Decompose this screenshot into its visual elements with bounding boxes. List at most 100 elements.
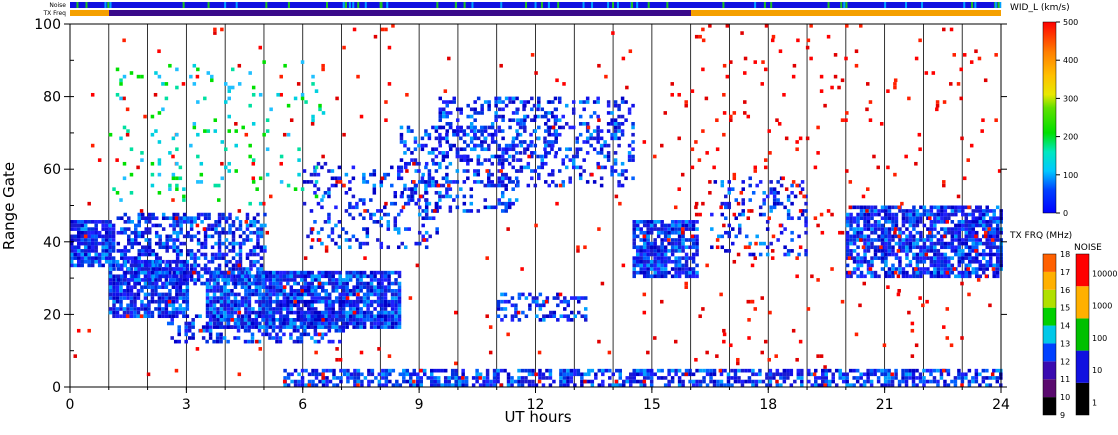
data-point bbox=[708, 190, 712, 195]
data-point bbox=[337, 220, 342, 224]
data-point bbox=[992, 274, 996, 279]
data-point bbox=[268, 285, 273, 289]
data-point bbox=[695, 270, 699, 275]
data-point bbox=[265, 292, 269, 297]
data-point bbox=[915, 209, 920, 213]
data-point bbox=[416, 376, 420, 380]
data-point bbox=[663, 238, 668, 242]
data-point bbox=[182, 292, 186, 297]
data-point bbox=[256, 278, 260, 282]
data-point bbox=[434, 190, 439, 195]
data-point bbox=[129, 303, 134, 308]
data-point bbox=[127, 256, 131, 260]
data-point bbox=[293, 296, 297, 300]
data-point bbox=[282, 325, 287, 329]
data-point bbox=[883, 368, 888, 373]
data-point bbox=[249, 259, 253, 264]
data-point bbox=[929, 372, 933, 377]
data-point bbox=[527, 154, 531, 159]
data-point bbox=[782, 368, 787, 373]
data-point bbox=[240, 281, 245, 286]
noise-mark bbox=[884, 2, 887, 8]
data-point bbox=[334, 183, 338, 188]
data-point bbox=[981, 368, 986, 373]
data-point bbox=[804, 216, 808, 221]
data-point bbox=[795, 147, 799, 152]
data-point bbox=[520, 376, 525, 380]
data-point bbox=[508, 125, 512, 130]
data-point bbox=[172, 227, 176, 231]
data-point bbox=[526, 100, 531, 104]
data-point bbox=[172, 270, 176, 275]
data-point bbox=[656, 220, 661, 224]
data-point bbox=[327, 234, 331, 239]
data-point bbox=[961, 212, 965, 217]
data-point bbox=[168, 223, 173, 228]
data-point bbox=[300, 270, 304, 275]
data-point bbox=[611, 372, 616, 377]
data-point bbox=[653, 270, 657, 275]
data-point bbox=[324, 303, 328, 308]
data-point bbox=[691, 274, 696, 279]
data-point bbox=[737, 223, 742, 228]
data-point bbox=[317, 318, 321, 322]
data-point bbox=[359, 314, 363, 319]
data-point bbox=[144, 230, 148, 235]
data-point bbox=[175, 285, 179, 289]
data-point bbox=[406, 147, 411, 152]
data-point bbox=[353, 376, 357, 380]
data-point bbox=[417, 212, 422, 217]
data-point bbox=[240, 321, 244, 326]
data-point bbox=[988, 238, 993, 242]
data-point bbox=[269, 194, 273, 199]
data-point bbox=[383, 321, 388, 326]
data-point bbox=[393, 223, 398, 228]
data-point bbox=[244, 307, 248, 311]
data-point bbox=[974, 49, 978, 54]
data-point bbox=[608, 368, 612, 373]
data-point bbox=[677, 92, 681, 97]
data-point bbox=[261, 285, 266, 289]
data-point bbox=[136, 270, 141, 275]
data-point bbox=[922, 267, 927, 271]
data-point bbox=[237, 263, 242, 268]
data-point bbox=[94, 241, 98, 246]
data-point bbox=[433, 368, 437, 373]
data-point bbox=[943, 212, 948, 217]
data-point bbox=[112, 274, 116, 279]
data-point bbox=[122, 310, 127, 315]
data-point bbox=[369, 278, 374, 282]
data-point bbox=[303, 328, 307, 333]
data-point bbox=[380, 278, 384, 282]
data-point bbox=[203, 270, 208, 275]
data-point bbox=[995, 230, 1000, 235]
data-point bbox=[936, 267, 941, 271]
data-point bbox=[576, 245, 580, 250]
data-point bbox=[511, 140, 515, 144]
data-point bbox=[543, 147, 547, 152]
data-point bbox=[196, 263, 201, 268]
data-point bbox=[171, 198, 175, 202]
data-point bbox=[358, 198, 363, 202]
data-point bbox=[80, 223, 84, 228]
data-point bbox=[447, 376, 451, 380]
data-point bbox=[656, 259, 661, 264]
data-point bbox=[390, 296, 395, 300]
data-point bbox=[259, 227, 264, 231]
data-point bbox=[271, 318, 276, 322]
data-point bbox=[480, 132, 484, 137]
data-point bbox=[168, 267, 173, 271]
data-point bbox=[397, 325, 402, 329]
data-point bbox=[187, 325, 192, 329]
data-point bbox=[356, 292, 360, 297]
data-point bbox=[126, 307, 130, 311]
data-point bbox=[462, 209, 467, 213]
data-point bbox=[356, 372, 361, 377]
data-point bbox=[837, 85, 841, 90]
data-point bbox=[434, 201, 439, 206]
data-point bbox=[94, 223, 98, 228]
data-point bbox=[844, 56, 848, 61]
data-point bbox=[527, 383, 532, 387]
data-point bbox=[193, 267, 197, 271]
data-point bbox=[164, 292, 169, 297]
